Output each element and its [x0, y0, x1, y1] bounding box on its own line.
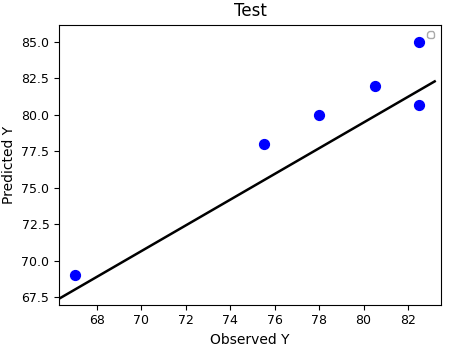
Point: [315, 112, 323, 118]
Point: [415, 102, 423, 107]
Legend: : [427, 32, 435, 38]
Y-axis label: Predicted Y: Predicted Y: [2, 125, 16, 204]
X-axis label: Observed Y: Observed Y: [211, 333, 290, 347]
Point: [260, 141, 267, 147]
Point: [371, 83, 378, 89]
Title: Test: Test: [234, 2, 267, 20]
Point: [415, 39, 423, 45]
Point: [71, 273, 78, 278]
